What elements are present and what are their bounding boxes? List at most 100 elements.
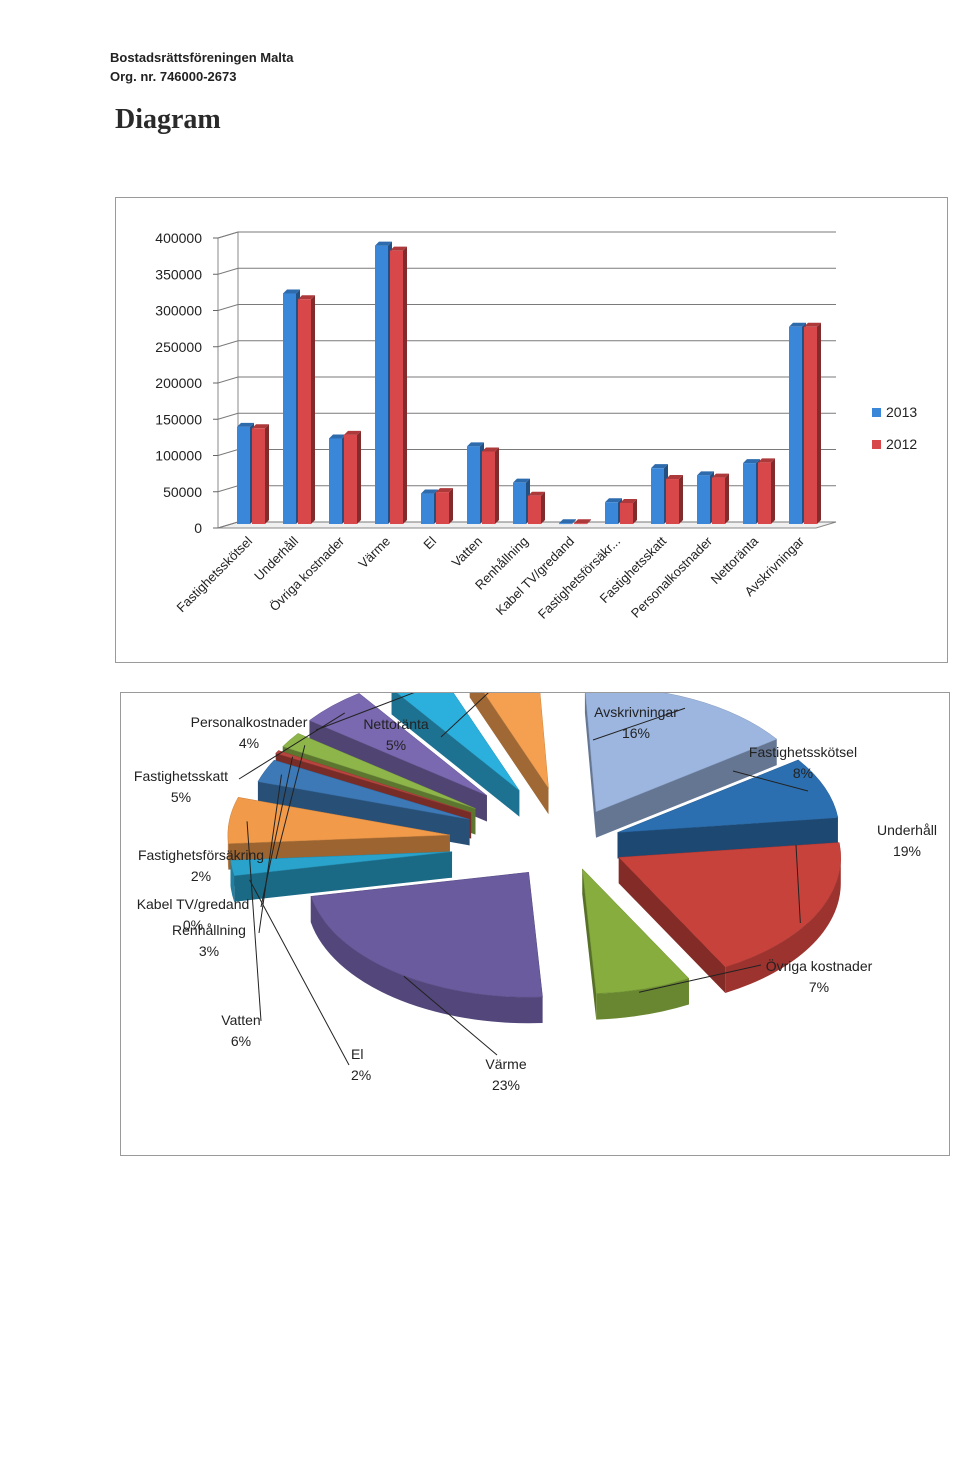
bar-front [344, 434, 357, 524]
slice-wall [617, 817, 838, 859]
bar-2013 [421, 489, 438, 524]
bar-top [559, 519, 576, 524]
slice-percent: 4% [239, 735, 259, 751]
bar-front [620, 502, 633, 524]
slice-label: El [351, 1046, 363, 1062]
gridline [217, 267, 836, 275]
bar-top [758, 458, 775, 463]
x-category-label: Kabel TV/gredand [493, 534, 578, 619]
slice-percent: 8% [793, 765, 813, 781]
bar-side [771, 458, 775, 524]
slice-top [275, 750, 472, 813]
leader-line [638, 964, 762, 993]
bar-2013 [697, 471, 714, 524]
leader-line [795, 844, 801, 924]
bar-2012 [758, 458, 775, 524]
bar-side [572, 519, 576, 524]
bar-2013 [789, 322, 806, 524]
slice-percent: 7% [809, 979, 829, 995]
bar-front [697, 475, 710, 524]
bar-top [436, 488, 453, 493]
pie-slice [469, 693, 549, 815]
slice-percent: 0% [183, 917, 203, 933]
slice-wall [391, 693, 520, 817]
gridline [217, 340, 836, 348]
bar-top [528, 491, 545, 496]
bar-top [283, 289, 300, 294]
bar-2012 [712, 473, 729, 524]
bar-side [357, 430, 361, 524]
bar-front [375, 245, 388, 524]
leader-line [440, 693, 489, 738]
slice-top [617, 759, 839, 833]
pie-slice [582, 868, 690, 1020]
bar-2013 [375, 241, 392, 524]
y-tick-label: 150000 [155, 411, 202, 427]
bar-side [725, 473, 729, 524]
bar-front [390, 250, 403, 525]
bar-2012 [390, 246, 407, 525]
slice-rim [230, 860, 235, 902]
slice-percent: 5% [386, 737, 406, 753]
leader-line [275, 745, 306, 860]
bar-side [633, 498, 637, 524]
bar-top [390, 246, 407, 251]
leader-line [249, 879, 350, 1066]
pie-slice [391, 693, 520, 817]
gridline [217, 412, 836, 420]
bar-2012 [344, 430, 361, 524]
bar-front [804, 326, 817, 524]
slice-label: Avskrivningar [594, 704, 678, 720]
bar-2012 [620, 498, 637, 524]
slice-top [310, 871, 543, 998]
bar-side [265, 424, 269, 524]
bar-top [375, 241, 392, 246]
bar-front [421, 493, 434, 524]
pie-slice [618, 842, 842, 994]
slice-percent: 16% [622, 725, 650, 741]
leader-line [403, 975, 498, 1056]
slice-rim [725, 857, 841, 994]
bar-front [743, 463, 756, 524]
bar-2013 [237, 422, 254, 524]
bar-front [467, 446, 480, 524]
bar-front [513, 482, 526, 524]
slice-top [396, 693, 520, 791]
slice-percent: 3% [199, 943, 219, 959]
pie-chart: Avskrivningar 16% Fastighetsskötsel 8% Under… [134, 693, 937, 1093]
pie-slice [617, 759, 839, 859]
slice-label: Fastighetsskötsel [749, 744, 857, 760]
slice-label: Vatten [221, 1012, 260, 1028]
bar-front [252, 428, 265, 524]
slice-percent: 19% [893, 843, 921, 859]
bar-top [574, 519, 591, 524]
slice-wall [596, 739, 777, 838]
bar-2012 [252, 424, 269, 524]
bar-top [605, 498, 622, 503]
y-tick-label: 250000 [155, 339, 202, 355]
slice-percent: 6% [231, 1033, 251, 1049]
bar-front [329, 438, 342, 524]
legend-label: 2012 [886, 436, 917, 452]
bar-top [298, 295, 315, 300]
bar-front [283, 293, 296, 524]
slice-top [582, 868, 690, 994]
bar-front [559, 523, 572, 525]
bar-2013 [283, 289, 300, 524]
bar-top [651, 464, 668, 469]
slice-wall [582, 868, 597, 1020]
bar-2012 [298, 295, 315, 524]
y-tick-label: 200000 [155, 375, 202, 391]
slice-label: Nettoränta [363, 716, 429, 732]
bar-2013 [467, 442, 484, 524]
slice-label: Fastighetsförsäkring [138, 847, 264, 863]
gridline [217, 231, 836, 239]
bar-side [449, 488, 453, 524]
slice-label: Renhållning [172, 922, 246, 938]
bar-2012 [666, 475, 683, 524]
bar-side [403, 246, 407, 525]
slice-top [257, 759, 470, 820]
bar-top [421, 489, 438, 494]
bar-2012 [574, 519, 591, 525]
bar-top [697, 471, 714, 476]
